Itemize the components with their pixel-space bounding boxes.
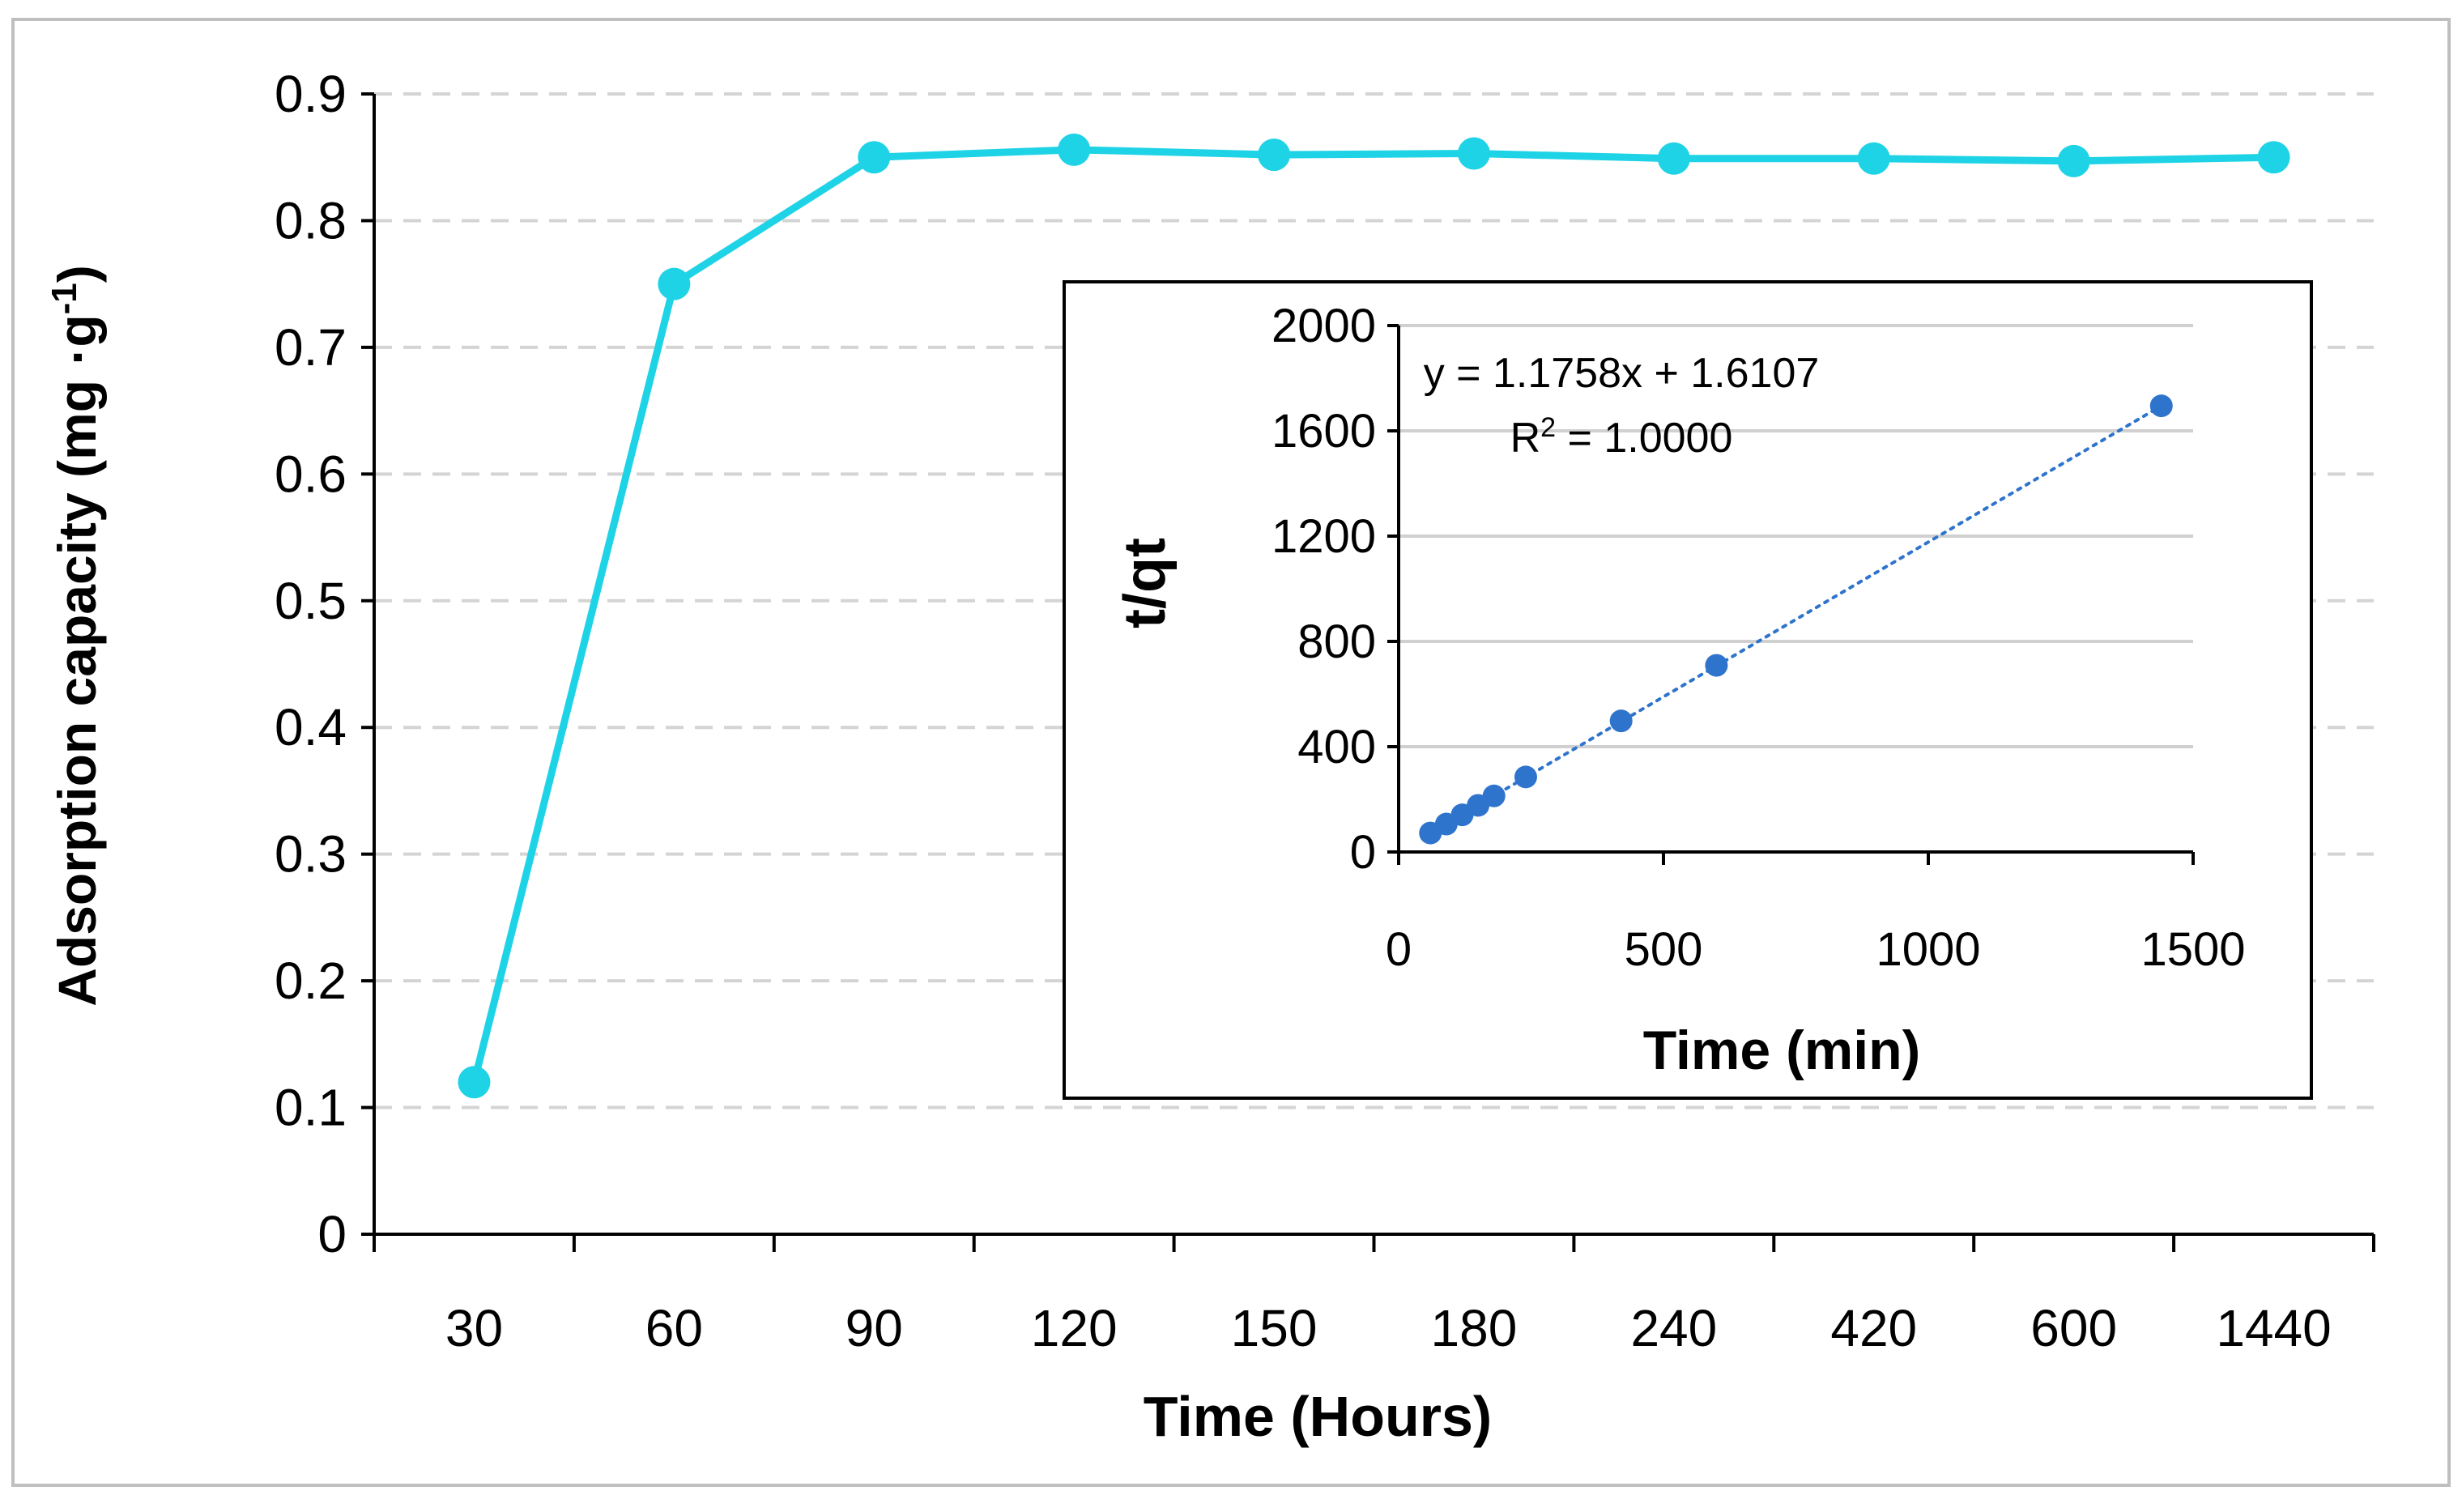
inset-y-axis-title: t/qt xyxy=(1113,538,1178,628)
main-x-tick-label: 1440 xyxy=(2216,1299,2331,1357)
inset-data-point xyxy=(2149,394,2173,418)
inset-y-tick-label: 0 xyxy=(1350,826,1376,879)
main-data-point xyxy=(2057,144,2090,177)
main-data-point xyxy=(2257,141,2290,174)
inset-r2-prefix: R xyxy=(1510,415,1541,462)
inset-data-point xyxy=(1482,784,1506,807)
main-y-tick-label: 0.7 xyxy=(275,318,347,377)
main-data-point xyxy=(1857,142,1890,175)
inset-r2-suffix: = 1.0000 xyxy=(1556,415,1732,462)
inset-y-tick-label: 800 xyxy=(1297,615,1376,668)
inset-x-tick-label: 1000 xyxy=(1876,923,1980,976)
inset-data-point xyxy=(1609,709,1633,733)
main-x-tick-label: 150 xyxy=(1231,1299,1318,1357)
main-x-tick-label: 240 xyxy=(1630,1299,1717,1357)
main-y-tick-labels: 0 0.1 0.2 0.3 0.4 0.5 0.6 0.7 0.8 0.9 xyxy=(275,65,347,1263)
inset-y-tick-label: 1200 xyxy=(1271,510,1376,563)
main-data-point xyxy=(658,267,691,300)
main-data-point xyxy=(458,1066,491,1099)
inset-axes xyxy=(1387,324,2195,865)
main-y-tick-label: 0.3 xyxy=(275,825,347,884)
inset-y-tick-label: 1600 xyxy=(1271,405,1376,458)
main-y-tick-label: 0.4 xyxy=(275,698,347,756)
main-y-tick-label: 0.5 xyxy=(275,572,347,630)
main-x-tick-label: 90 xyxy=(846,1299,903,1357)
main-data-point xyxy=(1457,137,1490,170)
main-x-tick-label: 120 xyxy=(1031,1299,1118,1357)
inset-x-tick-label: 1500 xyxy=(2140,923,2245,976)
main-y-tick-label: 0.2 xyxy=(275,952,347,1010)
inset-data-point xyxy=(1514,765,1537,789)
main-x-tick-label: 420 xyxy=(1830,1299,1917,1357)
main-data-point xyxy=(1058,133,1091,166)
main-y-tick-label: 0.6 xyxy=(275,445,347,503)
main-series xyxy=(458,133,2290,1099)
main-y-tick-label: 0.8 xyxy=(275,191,347,249)
main-x-tick-label: 30 xyxy=(445,1299,503,1357)
inset-equation-label: y = 1.1758x + 1.6107 xyxy=(1424,350,1820,397)
inset-y-tick-label: 2000 xyxy=(1271,300,1376,352)
main-y-tick-label: 0 xyxy=(317,1205,347,1263)
main-y-tick-label: 0.9 xyxy=(275,65,347,123)
main-y-axis-title-suffix: ) xyxy=(47,265,107,283)
inset-r2-label: R2 = 1.0000 xyxy=(1510,412,1733,462)
inset-x-tick-label: 0 xyxy=(1386,923,1412,976)
main-x-axis-title: Time (Hours) xyxy=(1144,1385,1492,1448)
main-data-point xyxy=(858,141,891,174)
inset-x-axis-title: Time (min) xyxy=(1643,1020,1921,1081)
main-x-tick-labels: 30 60 90 120 150 180 240 420 600 1440 xyxy=(445,1299,2332,1357)
main-y-axis-title-text: Adsorption capacity (mg ·g xyxy=(47,314,107,1006)
inset-y-tick-label: 400 xyxy=(1297,721,1376,773)
main-x-tick-label: 600 xyxy=(2030,1299,2117,1357)
inset-frame xyxy=(1063,280,2313,1100)
main-series-line xyxy=(471,146,2274,1084)
main-x-tick-label: 60 xyxy=(645,1299,703,1357)
main-data-point xyxy=(1258,138,1291,172)
inset-r2-superscript: 2 xyxy=(1540,412,1556,443)
inset-y-tick-labels: 0 400 800 1200 1600 2000 xyxy=(1271,300,1376,879)
inset-data-point xyxy=(1705,654,1728,677)
main-y-axis-title-superscript: -1 xyxy=(45,283,84,314)
main-y-tick-label: 0.1 xyxy=(275,1079,347,1137)
inset-series xyxy=(1419,394,2173,845)
main-y-axis-title: Adsorption capacity (mg ·g-1) xyxy=(45,265,108,1007)
inset-x-tick-label: 500 xyxy=(1625,923,1703,976)
main-x-tick-label: 180 xyxy=(1431,1299,1518,1357)
inset-gridlines xyxy=(1399,324,2193,748)
main-axes xyxy=(361,92,2375,1252)
main-data-point xyxy=(1657,142,1690,175)
inset-x-tick-labels: 0 500 1000 1500 xyxy=(1386,923,2246,976)
